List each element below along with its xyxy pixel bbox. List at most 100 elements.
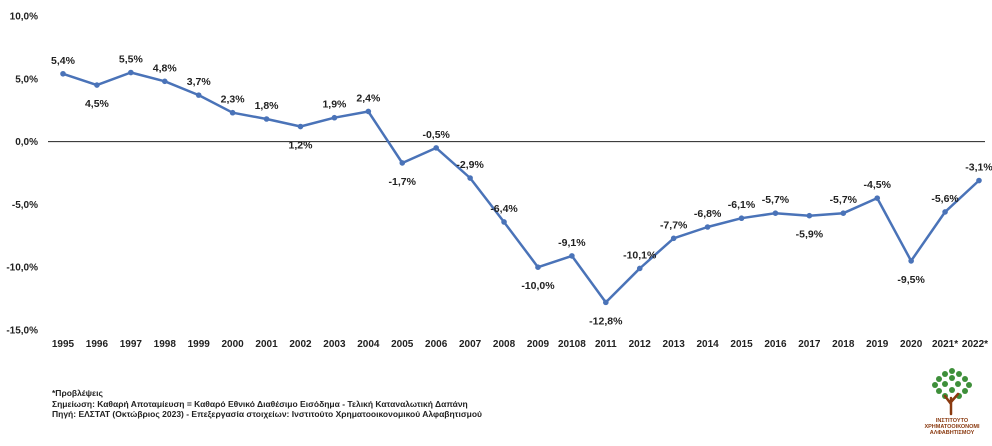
x-tick-label: 2018 [832, 339, 855, 350]
data-point [942, 209, 948, 215]
x-tick-label: 2003 [323, 339, 346, 350]
y-tick-label: -5,0% [12, 200, 38, 211]
definition-note: Σημείωση: Καθαρή Αποταμίευση = Καθαρό Εθ… [52, 398, 468, 409]
data-point [840, 210, 847, 216]
data-point [331, 114, 338, 121]
x-tick-label: 2016 [764, 339, 787, 350]
data-point [229, 109, 236, 116]
x-tick-label: 2012 [629, 339, 652, 350]
data-point [297, 123, 304, 130]
logo-text-3: ΑΛΦΑΒΗΤΙΣΜΟΥ [929, 430, 975, 436]
data-label: -4,5% [864, 179, 892, 191]
data-label: -0,5% [422, 129, 450, 141]
institute-logo: ΙΝΣΤΙΤΟΥΤΟ ΧΡΗΜΑΤΟΟΙΚΟΝΟΜΙ ΑΛΦΑΒΗΤΙΣΜΟΥ [912, 366, 992, 446]
x-tick-label: 1998 [154, 339, 177, 350]
data-point [60, 70, 66, 77]
source-note: Πηγή: ΕΛΣΤΑΤ (Οκτώβριος 2023) - Επεξεργα… [52, 409, 482, 419]
data-label: -5,9% [796, 229, 824, 241]
x-tick-label: 2006 [425, 339, 448, 350]
x-tick-label: 1999 [188, 339, 211, 350]
x-tick-label: 1996 [86, 339, 109, 350]
data-point [161, 78, 168, 85]
data-label: -1,7% [389, 176, 417, 188]
data-label: -6,8% [694, 208, 722, 220]
data-label: -9,5% [897, 274, 925, 286]
data-label: -10,0% [521, 280, 555, 292]
data-point [569, 253, 575, 259]
x-tick-label: 20108 [558, 339, 586, 350]
x-tick-label: 2005 [391, 339, 414, 350]
x-tick-label: 2009 [527, 339, 550, 350]
data-point [636, 265, 643, 272]
y-tick-label: 0,0% [15, 137, 38, 148]
data-point [128, 69, 134, 76]
chart-notes: *Προβλέψεις Σημείωση: Καθαρή Αποταμίευση… [52, 388, 482, 420]
data-label: 3,7% [187, 76, 212, 88]
data-point [365, 108, 372, 115]
x-tick-label: 2002 [289, 339, 312, 350]
data-point [704, 224, 711, 230]
x-tick-label: 1995 [52, 339, 75, 350]
x-tick-label: 2011 [595, 339, 617, 350]
data-point [908, 258, 914, 264]
data-point [467, 175, 473, 181]
data-point [399, 160, 406, 166]
data-label: -9,1% [558, 237, 586, 249]
x-tick-label: 2014 [696, 339, 719, 350]
data-label: -5,7% [762, 194, 790, 206]
tree-icon [932, 368, 972, 416]
x-tick-label: 2001 [255, 339, 278, 350]
x-axis: 1995 1996 1997 1998 1999 2000 2001 2002 2003 2004… [52, 339, 988, 350]
data-label: -10,1% [623, 249, 657, 261]
data-point [806, 212, 813, 219]
x-tick-label: 2013 [663, 339, 686, 350]
y-tick-label: 10,0% [10, 12, 38, 23]
data-point [603, 299, 609, 306]
data-label: 5,5% [119, 54, 144, 66]
x-tick-label: 1997 [120, 339, 143, 350]
data-label: -12,8% [589, 315, 623, 327]
data-label: -7,7% [660, 219, 688, 231]
data-point [976, 177, 982, 184]
y-tick-label: -10,0% [6, 263, 38, 274]
logo-text-2: ΧΡΗΜΑΤΟΟΙΚΟΝΟΜΙ [924, 424, 980, 430]
y-tick-label: 5,0% [15, 74, 38, 85]
data-point [195, 92, 202, 98]
data-label: -5,6% [931, 193, 959, 205]
x-tick-label: 2008 [493, 339, 516, 350]
logo-text-1: ΙΝΣΤΙΤΟΥΤΟ [935, 418, 969, 424]
data-label: -6,1% [728, 199, 756, 211]
x-tick-label: 2017 [798, 339, 821, 350]
data-label: 4,8% [153, 62, 178, 74]
y-axis: 10,0% 5,0% 0,0% -5,0% -10,0% -15,0% [6, 12, 38, 337]
x-tick-label: 2020 [900, 339, 923, 350]
data-labels: 5,4% 4,5% 5,5% 4,8% 3,7% 2,3% 1,8% 1,2% 1,9% 2,4%… [51, 54, 992, 328]
data-point [874, 195, 881, 201]
x-tick-label: 2019 [866, 339, 889, 350]
data-point [772, 210, 779, 216]
line-chart: 10,0%5,0%0,0%-5,0%-10,0%-15,0% 5,4%4,5%5… [6, 12, 992, 351]
data-point [535, 264, 541, 271]
data-label: 2,3% [221, 94, 246, 106]
x-tick-label: 2007 [459, 339, 482, 350]
data-label: 1,8% [255, 100, 280, 112]
data-point [670, 235, 677, 242]
data-label: -6,4% [490, 203, 518, 215]
data-point [501, 219, 507, 225]
x-tick-label: 2004 [357, 339, 380, 350]
data-label: -5,7% [830, 194, 858, 206]
data-point [263, 116, 270, 122]
y-tick-label: -15,0% [6, 326, 38, 337]
x-tick-label: 2000 [222, 339, 245, 350]
data-label: 1,9% [322, 99, 347, 111]
data-label: 5,4% [51, 55, 76, 67]
data-points [60, 69, 982, 306]
data-label: -3,1% [965, 162, 992, 174]
x-tick-label: 2015 [730, 339, 753, 350]
data-label: 1,2% [289, 140, 314, 152]
data-label: 2,4% [356, 92, 381, 104]
x-tick-label: 2022* [962, 339, 988, 350]
data-label: 4,5% [85, 98, 110, 110]
x-tick-label: 2021* [932, 339, 958, 350]
data-label: -2,9% [456, 159, 484, 171]
